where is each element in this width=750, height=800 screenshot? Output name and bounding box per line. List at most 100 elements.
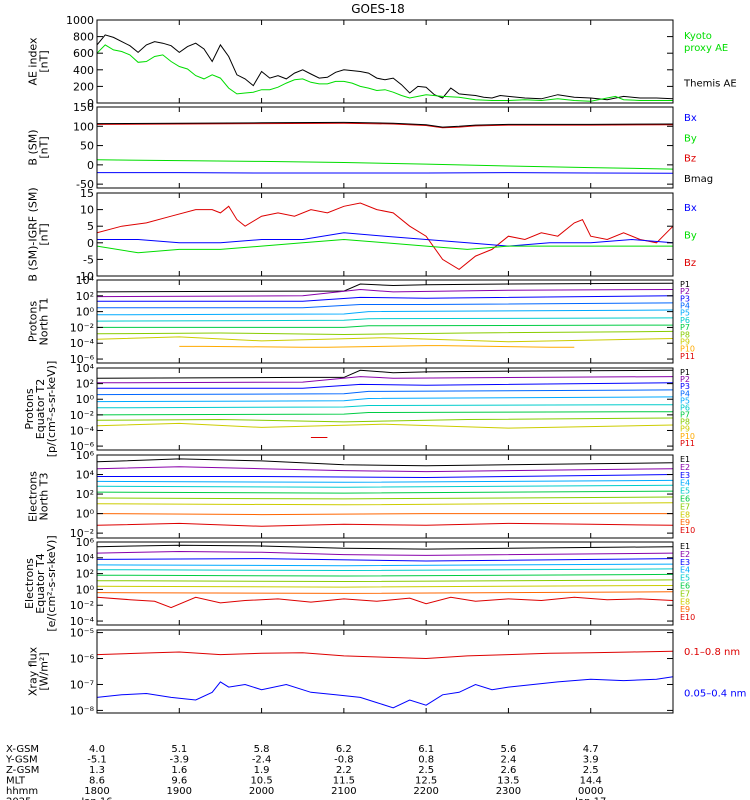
plot-frame: [96, 454, 674, 539]
y-axis-label: North T1: [38, 298, 51, 346]
footer-row-value: 0000: [578, 786, 603, 797]
series-pe-p1: [97, 369, 673, 379]
y-tick-label: 10⁴: [76, 362, 95, 375]
footer-row-value: Jan 16: [80, 797, 112, 800]
y-tick-label: 10⁻⁷: [70, 678, 94, 691]
footer-row-value: 3.9: [583, 755, 599, 766]
panel-bsm: -50 0 50 100 150 B (SM)[nT] Bx By Bz Bmag: [27, 101, 714, 191]
y-tick-label: 0: [87, 159, 94, 172]
legend-entry: P6: [680, 403, 690, 412]
legend-entry: E7: [680, 502, 690, 511]
panel-dbsm: -10 -5 0 5 10 15 B (SM)-IGRF (SM)[nT] Bx By Bz: [27, 187, 697, 283]
legend-entry: P1: [680, 368, 690, 377]
series-pe-p5: [97, 396, 673, 403]
legend-entry: P3: [680, 382, 690, 391]
plot-frame: [96, 629, 674, 714]
series-en-e4: [97, 479, 673, 483]
y-tick-label: 0: [87, 97, 94, 110]
legend-entry: P1: [680, 280, 690, 289]
y-tick-label: 10⁶: [76, 449, 95, 462]
series-pn-p5: [97, 309, 673, 316]
y-tick-label: 10⁰: [76, 393, 95, 406]
series-pn-p8: [97, 330, 673, 336]
series-en-e9: [97, 513, 673, 516]
footer-row-value: 2200: [413, 786, 438, 797]
y-tick-label: 10⁻⁶: [70, 353, 95, 366]
legend-entry: P4: [680, 302, 690, 311]
legend-entry: E5: [680, 487, 690, 496]
legend-entry: Bz: [684, 154, 696, 165]
series-pn-p10: [179, 345, 575, 348]
legend-entry: Themis AE: [683, 78, 737, 89]
legend-entry: E10: [680, 526, 695, 535]
y-tick-label: 10⁴: [76, 469, 95, 482]
footer-row-value: 8.6: [89, 776, 105, 787]
y-tick-label: 10⁻²: [70, 599, 94, 612]
y-tick-label: 100: [73, 120, 94, 133]
series-xray-0-05-0-4-nm: [97, 676, 673, 709]
y-axis-label: Electrons: [23, 558, 36, 609]
footer-row-label: hhmm: [6, 786, 38, 797]
y-tick-label: 50: [80, 140, 94, 153]
series-ee-e3: [97, 558, 673, 562]
footer-row-value: -5.1: [87, 755, 107, 766]
y-axis-label: [W/m²]: [38, 652, 51, 690]
footer-row-value: Jan 17: [574, 797, 606, 800]
legend-entry: E9: [680, 518, 690, 527]
series-ee-e4: [97, 563, 673, 567]
position-footer: X-GSM 4.0 5.1 5.8 6.2 6.1 5.6 4.7 Y-GSM -5.1 -3.9 -…: [5, 744, 606, 800]
series-pn-p3: [97, 295, 673, 302]
footer-row-label: 2025: [6, 797, 31, 800]
y-axis-label: B (SM): [27, 129, 40, 165]
legend-entry: Bx: [684, 203, 697, 214]
footer-row-value: 6.2: [336, 744, 352, 755]
series-ae-kyoto-proxy-ae: [97, 44, 673, 102]
legend-entry: E4: [680, 479, 690, 488]
y-tick-label: 10⁻⁴: [70, 615, 95, 628]
footer-row-value: 1.6: [171, 765, 187, 776]
y-tick-label: 10²: [76, 488, 94, 501]
y-tick-label: 10⁶: [76, 536, 95, 549]
footer-row-value: 2.5: [418, 765, 434, 776]
legend-bsm: Bx By Bz Bmag: [684, 113, 713, 185]
footer-row-value: 5.1: [171, 744, 187, 755]
legend-entry: E2: [680, 463, 690, 472]
y-tick-label: 1000: [66, 14, 94, 27]
series-ee-e9: [97, 591, 673, 594]
y-tick-label: 10⁻⁴: [70, 337, 95, 350]
chart-title: GOES-18: [351, 2, 405, 16]
series-pn-p2: [97, 288, 673, 298]
y-axis-label: [p/(cm²-s-sr-keV)]: [45, 361, 58, 458]
plot-frame: [96, 279, 674, 364]
series-bsm-bz: [97, 122, 673, 129]
series-ee-e1: [97, 544, 673, 550]
series-pe-p8: [97, 417, 673, 423]
legend-entry: P9: [680, 425, 690, 434]
footer-row-label: Z-GSM: [6, 765, 39, 776]
series-pn-p1: [97, 282, 673, 293]
legend-entry: Kyoto: [684, 31, 712, 42]
footer-row-value: 2000: [249, 786, 274, 797]
y-tick-label: 10: [80, 204, 94, 217]
y-tick-label: 0: [87, 237, 94, 250]
legend-entry: E1: [680, 455, 690, 464]
footer-row-value: 1800: [84, 786, 109, 797]
legend-entry: E9: [680, 605, 690, 614]
y-axis-label: [nT]: [38, 50, 51, 72]
legend-entry: P3: [680, 294, 690, 303]
legend-entry: P5: [680, 396, 690, 405]
legend-entry: 0.1–0.8 nm: [684, 647, 740, 658]
legend-entry: P7: [680, 323, 690, 332]
series-pe-p6: [97, 404, 673, 409]
legend-entry: By: [684, 133, 697, 144]
footer-row-value: 2.2: [336, 765, 352, 776]
footer-row-label: Y-GSM: [5, 755, 38, 766]
footer-row-value: 1.3: [89, 765, 105, 776]
